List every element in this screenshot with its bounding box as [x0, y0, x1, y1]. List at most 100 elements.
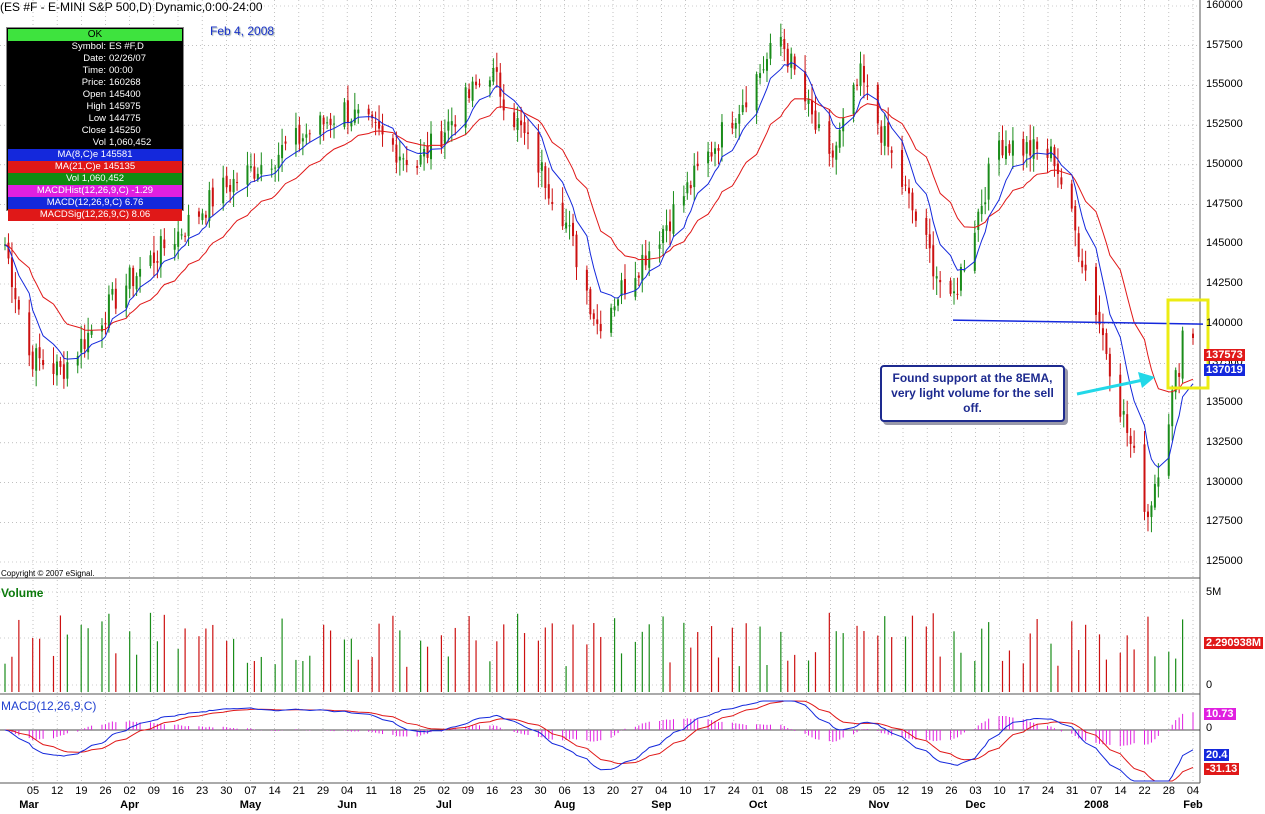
- data-window[interactable]: OK Symbol: ES #F,D Date: 02/26/07 Time: 00:00…: [6, 27, 184, 221]
- candle: [402, 153, 405, 171]
- candle: [613, 298, 616, 317]
- data-window-value: 1,060,452: [109, 137, 152, 148]
- candle-body: [572, 222, 575, 237]
- candle-body: [149, 255, 152, 266]
- date-tick-label: 03: [969, 785, 982, 797]
- date-tick-label: 02: [437, 785, 450, 797]
- candle: [184, 232, 187, 243]
- candle: [201, 208, 204, 225]
- candle-body: [156, 261, 159, 263]
- candle: [935, 266, 938, 295]
- date-tick-label: 04: [341, 785, 354, 797]
- date-tick-label: 11: [365, 785, 378, 797]
- candle-body: [1122, 411, 1125, 415]
- price-tick-label: 132500: [1206, 435, 1243, 448]
- candle: [1081, 248, 1084, 274]
- candle-body: [904, 184, 907, 186]
- candle-body: [225, 175, 228, 188]
- candle-body: [478, 83, 481, 85]
- candle: [423, 142, 426, 171]
- date-tick-label: 10: [679, 785, 692, 797]
- month-label: Aug: [553, 799, 576, 811]
- candle-body: [187, 214, 190, 237]
- volume-last-tag: 2.290938M: [1204, 637, 1264, 649]
- candle: [305, 123, 308, 145]
- candle-body: [907, 187, 910, 194]
- candle: [914, 208, 917, 227]
- candle: [513, 103, 516, 131]
- candle: [689, 180, 692, 195]
- candle-body: [613, 306, 616, 311]
- candle-body: [1192, 333, 1194, 338]
- candle: [308, 129, 311, 143]
- date-tick-label: 28: [1162, 785, 1175, 797]
- candle: [610, 303, 613, 337]
- candle: [1101, 313, 1104, 351]
- date-tick-label: 21: [292, 785, 305, 797]
- data-window-value: 00:00: [109, 65, 133, 76]
- candle-body: [1171, 390, 1174, 427]
- candle: [904, 175, 907, 192]
- data-window-row: Open 145400: [8, 89, 182, 101]
- candle-body: [378, 121, 381, 129]
- candle-body: [488, 80, 491, 87]
- data-window-key: Close: [81, 125, 106, 136]
- candle-body: [932, 245, 935, 277]
- candle: [246, 151, 249, 197]
- candle: [907, 179, 910, 209]
- candle: [163, 228, 166, 256]
- candle: [928, 218, 931, 263]
- date-tick-label: 23: [510, 785, 523, 797]
- candle: [741, 89, 744, 116]
- candle-body: [495, 67, 498, 72]
- candle-body: [440, 131, 443, 148]
- price-tick-label: 160000: [1206, 0, 1243, 11]
- candle: [236, 172, 239, 191]
- date-tick-label: 15: [800, 785, 813, 797]
- candle: [1025, 135, 1028, 168]
- candle: [443, 119, 446, 160]
- candle-body: [644, 255, 647, 266]
- candle: [1153, 474, 1156, 511]
- date-tick-label: 26: [99, 785, 112, 797]
- candle-body: [443, 132, 446, 145]
- candle-body: [204, 214, 207, 218]
- candle-body: [55, 361, 58, 376]
- candle-body: [707, 151, 710, 164]
- candle-body: [575, 234, 578, 268]
- candle-body: [1098, 311, 1101, 325]
- date-tick-label: 17: [703, 785, 716, 797]
- month-label: Nov: [868, 799, 890, 811]
- candle: [835, 141, 838, 175]
- candle: [973, 220, 976, 274]
- candle-body: [714, 148, 717, 154]
- candle: [1129, 428, 1132, 458]
- candle: [1001, 125, 1004, 159]
- candle-body: [544, 166, 547, 188]
- candle: [862, 54, 865, 99]
- candle: [762, 56, 765, 74]
- annotation-note: Found support at the 8EMA, very light vo…: [880, 365, 1065, 422]
- candle-body: [222, 177, 225, 204]
- candle-body: [66, 362, 69, 379]
- candle: [551, 188, 554, 211]
- candle: [502, 84, 505, 121]
- candle-body: [104, 322, 107, 325]
- candle-body: [585, 269, 588, 291]
- data-window-key: Time:: [82, 65, 106, 76]
- candle-body: [759, 73, 762, 78]
- date-tick-label: 02: [123, 785, 136, 797]
- candle: [783, 28, 786, 62]
- candle: [405, 146, 408, 173]
- data-window-key: Date:: [83, 53, 106, 64]
- candle: [596, 304, 599, 335]
- candle-body: [294, 128, 297, 145]
- candle-body: [76, 355, 79, 366]
- candle-body: [838, 129, 841, 148]
- candle-body: [835, 145, 838, 160]
- candle-body: [565, 222, 568, 229]
- candle-body: [669, 221, 672, 232]
- candle-body: [333, 123, 336, 125]
- candle-body: [790, 53, 793, 68]
- candle-body: [876, 84, 879, 124]
